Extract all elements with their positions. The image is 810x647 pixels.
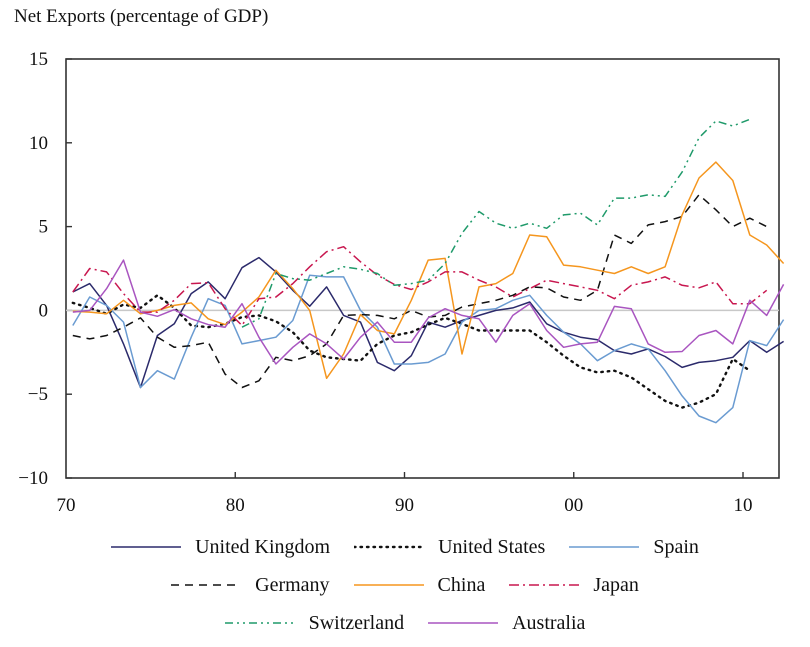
x-tick-label: 70: [57, 495, 76, 516]
legend-item-spain: Spain: [569, 536, 699, 559]
legend-label: Germany: [255, 573, 330, 596]
axes: 15 10 5 0 −5 −10 70 80 90 00 10: [18, 49, 780, 516]
legend-row: Switzerland Australia: [0, 604, 810, 642]
legend: United Kingdom United States Spain Germany C…: [0, 528, 810, 642]
series-line-china: [72, 161, 785, 380]
legend-item-japan: Japan: [509, 574, 639, 597]
legend-row: United Kingdom United States Spain: [0, 528, 810, 566]
line-chart: 15 10 5 0 −5 −10 70 80 90 00 10: [18, 49, 785, 516]
legend-item-united-states: United States: [354, 536, 545, 559]
series-group: [71, 118, 785, 424]
legend-label: United Kingdom: [195, 535, 331, 558]
series-line-united-states: [71, 294, 751, 409]
y-tick-label: −10: [18, 468, 48, 489]
series-line-spain: [72, 274, 785, 424]
legend-swatch: [428, 622, 499, 624]
chart-title: Net Exports (percentage of GDP): [14, 6, 269, 27]
y-tick-label: 10: [29, 133, 48, 154]
legend-item-australia: Australia: [428, 612, 585, 635]
y-tick-label: 5: [39, 217, 49, 238]
x-tick-label: 90: [395, 495, 414, 516]
legend-label: Australia: [512, 611, 586, 634]
x-tick-label: 00: [564, 495, 583, 516]
legend-label: Japan: [593, 573, 639, 596]
series-line-germany: [72, 194, 768, 389]
legend-item-switzerland: Switzerland: [224, 611, 405, 635]
y-tick-label: 0: [39, 300, 49, 321]
y-tick-label: 15: [29, 49, 48, 70]
legend-row: Germany China Japan: [0, 566, 810, 604]
series-line-united-kingdom: [72, 256, 785, 389]
legend-swatch: [111, 546, 182, 548]
legend-swatch: [353, 584, 424, 586]
x-tick-label: 80: [226, 495, 245, 516]
x-tick-label: 10: [734, 495, 753, 516]
legend-label: Switzerland: [308, 611, 405, 634]
legend-label: China: [437, 573, 486, 596]
legend-item-china: China: [353, 573, 486, 597]
series-line-australia: [72, 259, 785, 365]
series-line-switzerland: [241, 118, 751, 328]
series-line-japan: [72, 245, 768, 327]
legend-swatch: [509, 584, 580, 586]
legend-item-united-kingdom: United Kingdom: [111, 536, 330, 559]
legend-label: Spain: [653, 535, 699, 558]
legend-swatch: [354, 545, 425, 549]
legend-swatch: [224, 622, 295, 624]
legend-label: United States: [438, 535, 546, 558]
legend-swatch: [569, 546, 640, 548]
plot-frame: [65, 58, 780, 479]
legend-swatch: [171, 584, 242, 586]
y-tick-label: −5: [28, 384, 48, 405]
legend-item-germany: Germany: [171, 573, 330, 597]
